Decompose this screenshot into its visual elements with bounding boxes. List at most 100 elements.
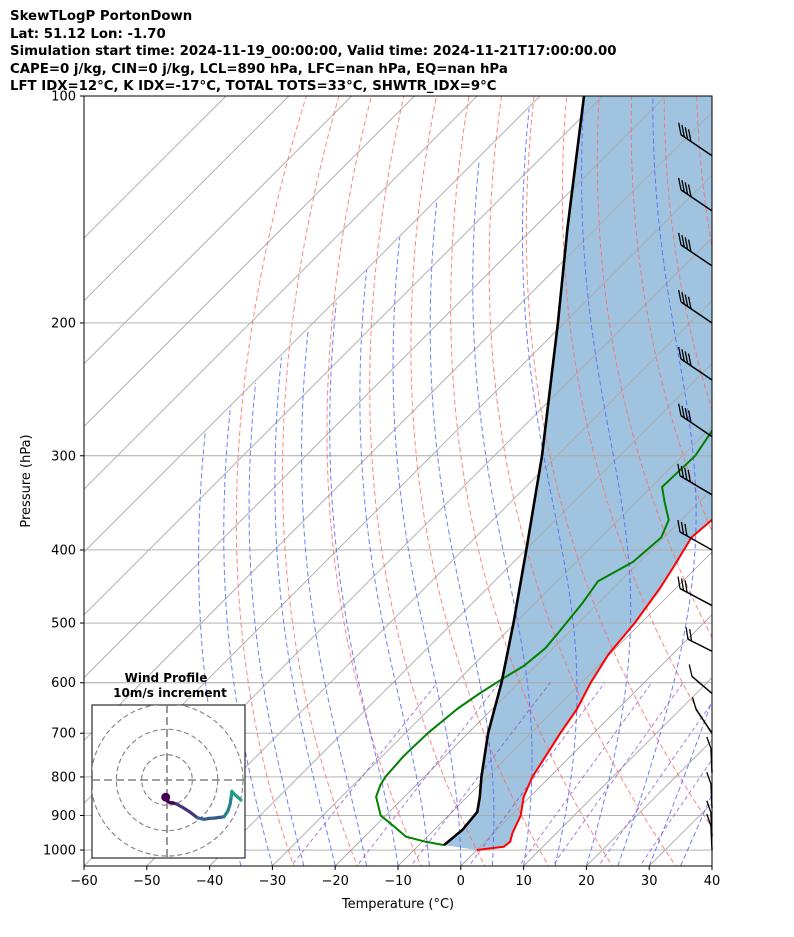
stability-line: CAPE=0 j/kg, CIN=0 j/kg, LCL=890 hPa, LF… <box>10 61 508 77</box>
moist-adiabat <box>301 329 368 866</box>
isotherm-line <box>84 96 604 616</box>
wind-barb <box>678 289 713 324</box>
wind-barb <box>678 122 713 157</box>
barb-staff <box>687 638 713 652</box>
isotherm-line <box>84 96 666 679</box>
x-tick-label: 0 <box>457 874 465 889</box>
barb-feather <box>684 182 689 195</box>
mixing-ratio-line <box>551 682 684 866</box>
barb-feather <box>681 179 685 193</box>
dry-adiabat <box>488 96 677 866</box>
x-tick-label: 40 <box>704 874 721 889</box>
barb-staff <box>691 675 713 695</box>
dry-adiabat <box>282 96 359 866</box>
barb-staff <box>680 134 713 157</box>
x-tick-label: −60 <box>70 874 97 889</box>
barb-staff <box>680 189 713 212</box>
wind-barb <box>688 664 713 695</box>
barb-feather <box>678 122 682 135</box>
moist-adiabat <box>648 698 712 866</box>
mixing-ratio-line <box>597 702 712 866</box>
hodograph-segment <box>232 792 243 802</box>
barb-feather <box>677 463 681 476</box>
mixing-ratio-line <box>518 682 653 866</box>
isotherm-line <box>460 614 712 866</box>
barb-feather <box>684 351 689 364</box>
moist-adiabat <box>711 864 712 866</box>
barb-feather <box>684 237 689 250</box>
dry-adiabat <box>561 96 712 736</box>
wind-barb <box>678 346 713 381</box>
y-tick-label: 500 <box>51 617 76 632</box>
isotherm-line <box>146 300 712 866</box>
y-tick-label: 200 <box>51 316 76 331</box>
isotherm-line <box>84 96 352 365</box>
barb-feather <box>681 405 685 419</box>
isotherm-line <box>711 865 712 866</box>
hodograph-plot <box>92 705 245 858</box>
wind-barb <box>678 177 713 212</box>
barb-feather <box>684 408 689 421</box>
barb-feather <box>684 127 689 140</box>
barb-feather <box>678 403 682 416</box>
mixing-ratio-line <box>639 758 712 866</box>
moist-adiabat <box>274 357 336 866</box>
barb-staff <box>679 587 713 607</box>
barb-staff <box>680 415 713 438</box>
isotherm-line <box>84 96 290 302</box>
y-axis-label: Pressure (hPa) <box>19 434 34 527</box>
isotherm-line <box>84 96 415 428</box>
hodograph-title: Wind Profile <box>125 671 208 685</box>
dry-adiabat <box>760 79 794 869</box>
hodograph-start-point <box>161 792 171 802</box>
moist-adiabat <box>617 96 697 866</box>
x-tick-label: −10 <box>384 874 411 889</box>
x-axis-label: Temperature (°C) <box>341 897 454 912</box>
wind-barb <box>706 771 713 809</box>
isotherm-line <box>775 96 794 866</box>
wind-barb <box>677 463 713 496</box>
isotherm-line <box>84 111 712 742</box>
barb-feather <box>680 578 685 591</box>
barb-feather <box>687 239 692 252</box>
time-line: Simulation start time: 2024-11-19_00:00:… <box>10 44 617 59</box>
wind-barb <box>706 736 713 773</box>
barb-feather <box>706 800 712 813</box>
dry-adiabat <box>728 79 794 869</box>
moist-adiabat <box>680 792 712 866</box>
cape-cin-shading <box>444 96 712 850</box>
barb-feather <box>680 521 685 535</box>
barb-feather <box>706 771 712 785</box>
barb-feather <box>706 736 712 750</box>
wind-barb <box>677 519 713 551</box>
mixing-ratio-line <box>356 682 500 866</box>
barb-feather <box>677 519 681 533</box>
dewpoint-profile <box>375 429 712 847</box>
barb-feather <box>684 294 689 307</box>
dry-adiabat <box>235 96 307 866</box>
y-tick-label: 400 <box>51 543 76 558</box>
mixing-ratio-line <box>410 682 551 866</box>
dry-adiabat <box>596 96 712 639</box>
barb-staff <box>680 358 713 381</box>
barb-feather <box>689 628 693 642</box>
moist-adiabat <box>429 201 495 866</box>
moist-adiabat <box>329 302 399 866</box>
hodograph-frame <box>91 704 246 859</box>
barb-feather <box>681 124 685 138</box>
dry-adiabat <box>369 96 486 866</box>
x-tick-label: −30 <box>259 874 286 889</box>
x-tick-label: −40 <box>196 874 223 889</box>
y-tick-label: 900 <box>51 809 76 824</box>
y-tick-label: 1000 <box>43 844 76 859</box>
dry-adiabat <box>410 96 550 866</box>
barb-feather <box>687 410 692 423</box>
barb-feather <box>687 469 691 483</box>
wind-barbs <box>677 122 713 851</box>
moist-adiabat <box>581 96 632 866</box>
isotherm-line <box>84 96 541 553</box>
barb-feather <box>706 813 712 827</box>
